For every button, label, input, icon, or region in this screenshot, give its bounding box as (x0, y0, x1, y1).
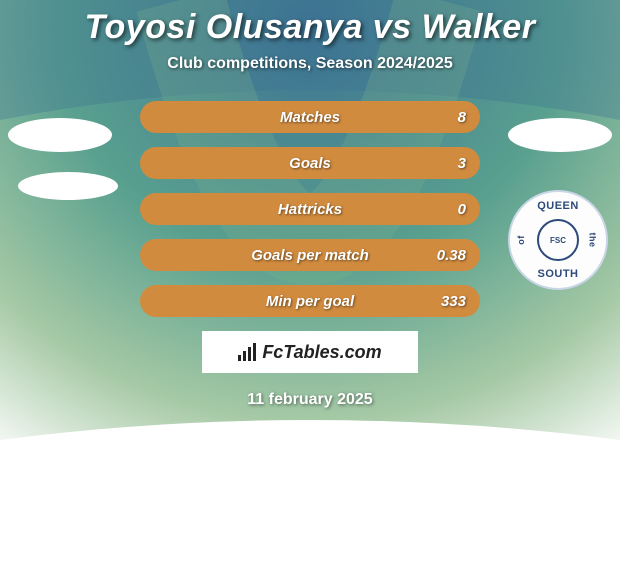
stat-label: Matches (280, 109, 340, 126)
badge-center: FSC (537, 219, 579, 261)
stat-label: Min per goal (266, 293, 354, 310)
date-label: 11 february 2025 (0, 391, 620, 409)
stat-label: Goals (289, 155, 331, 172)
comparison-title: Toyosi Olusanya vs Walker (0, 8, 620, 47)
placeholder-ellipse (8, 118, 112, 152)
stat-row-matches: Matches 8 (140, 101, 480, 133)
club-badge-qos: QUEEN SOUTH of the FSC (508, 190, 608, 290)
badge-text-left: of (516, 235, 526, 245)
brand-text: FcTables.com (262, 342, 381, 363)
stat-row-gpm: Goals per match 0.38 (140, 239, 480, 271)
stat-value: 0.38 (437, 247, 466, 264)
stat-row-goals: Goals 3 (140, 147, 480, 179)
stat-value: 0 (458, 201, 466, 218)
stat-label: Goals per match (251, 247, 369, 264)
placeholder-ellipse (18, 172, 118, 200)
badge-text-bottom: SOUTH (538, 268, 579, 280)
stat-row-mpg: Min per goal 333 (140, 285, 480, 317)
badge-text-top: QUEEN (537, 200, 579, 212)
stat-row-hattricks: Hattricks 0 (140, 193, 480, 225)
stat-label: Hattricks (278, 201, 342, 218)
chart-icon (238, 343, 256, 361)
stat-value: 3 (458, 155, 466, 172)
subtitle: Club competitions, Season 2024/2025 (0, 55, 620, 73)
player2-crest-group: QUEEN SOUTH of the FSC (508, 118, 612, 290)
placeholder-ellipse (508, 118, 612, 152)
brand-badge: FcTables.com (202, 331, 418, 373)
stats-container: Matches 8 Goals 3 Hattricks 0 Goals per … (140, 101, 480, 317)
stat-value: 8 (458, 109, 466, 126)
player1-crest-group (8, 118, 118, 220)
stat-value: 333 (441, 293, 466, 310)
badge-text-right: the (588, 233, 598, 248)
